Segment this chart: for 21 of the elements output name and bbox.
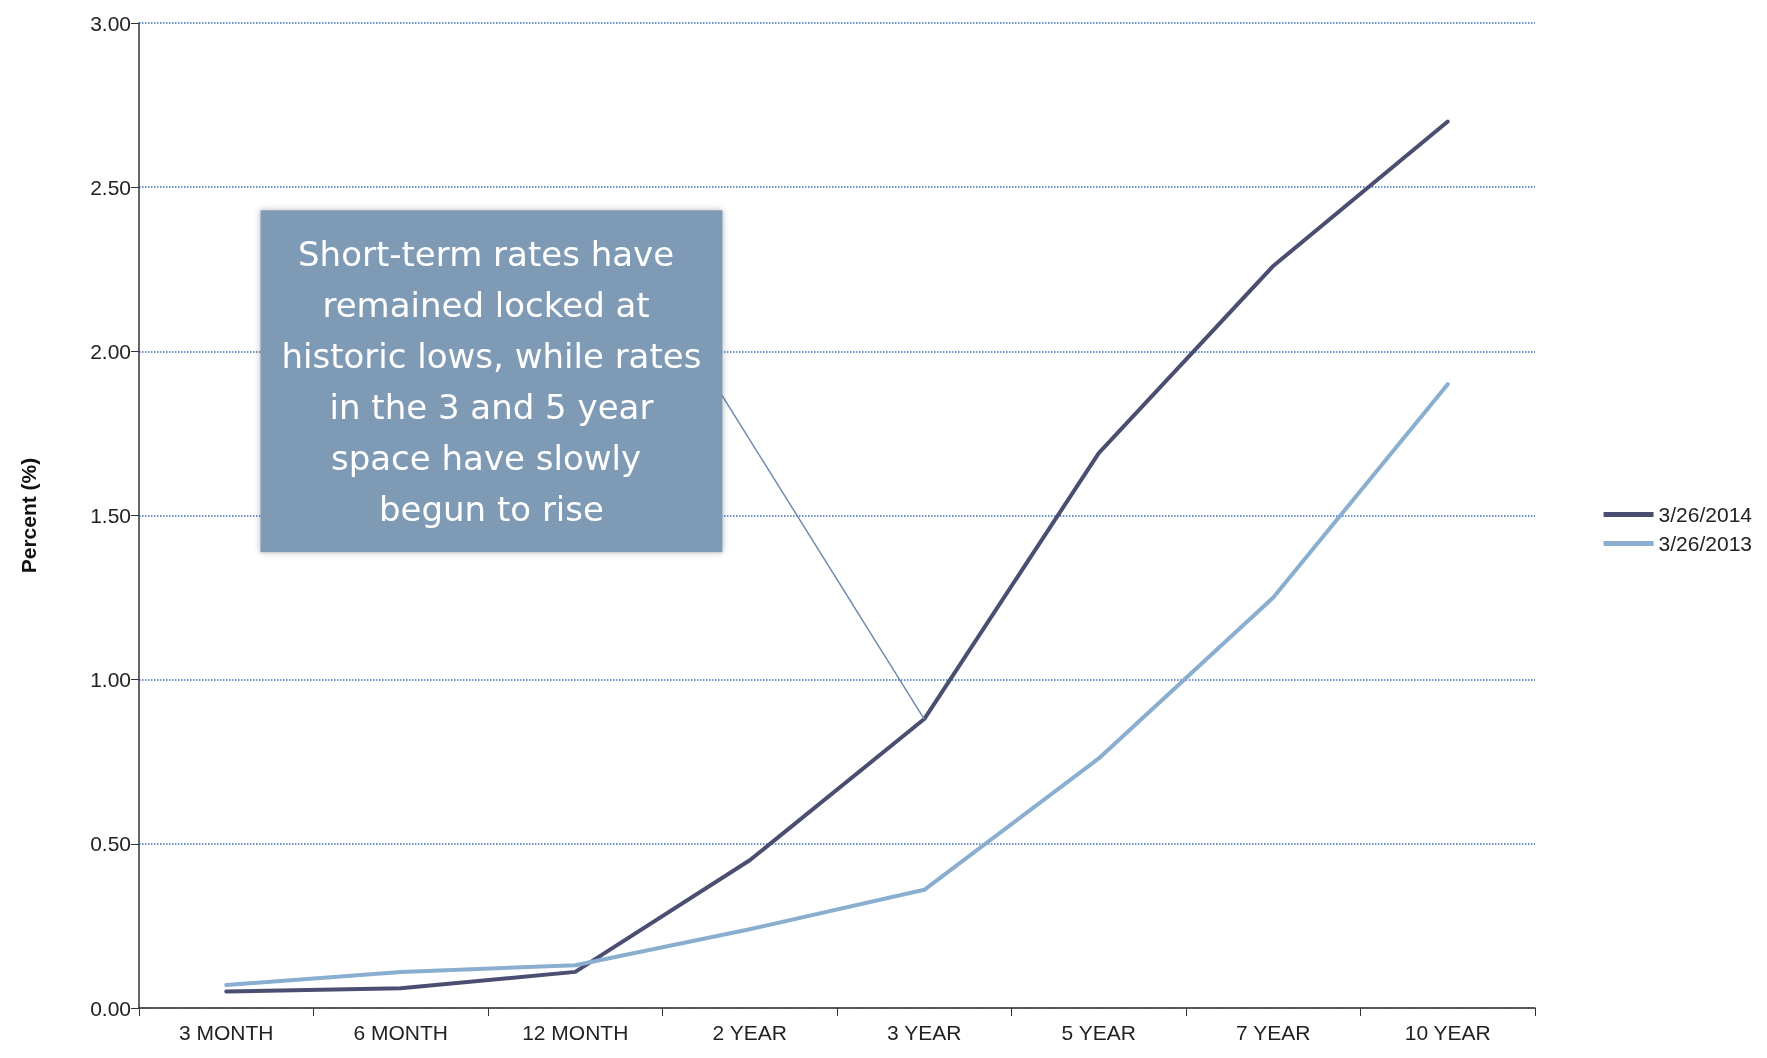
y-tick-label: 1.50 [90,504,131,527]
y-tick-label: 1.00 [90,668,131,692]
legend-label: 3/26/2013 [1658,532,1753,555]
y-tick-label: 0.50 [90,832,131,856]
y-tick-label: 0.00 [90,996,131,1020]
y-tick-label: 2.00 [90,339,131,363]
x-tick-label: 12 MONTH [522,1021,629,1044]
y-tick-label: 2.50 [90,175,131,199]
y-tick-label: 3.00 [90,11,131,35]
x-tick-label: 10 YEAR [1404,1021,1491,1044]
x-tick-label: 6 MONTH [353,1021,448,1044]
x-tick-label: 2 YEAR [712,1021,787,1044]
line-series [224,382,1450,988]
legend-label: 3/26/2014 [1658,503,1753,526]
x-tick-label: 5 YEAR [1061,1021,1136,1044]
x-tick-label: 3 YEAR [887,1021,962,1044]
x-tick-label: 3 MONTH [179,1021,274,1044]
annotation: Short-term rates have remained locked at historic lows, while rates in the 3 and 5 year space have slowly begun to rise [281,233,702,529]
line-series [224,119,1450,994]
y-axis-title: Percent (%) [17,457,40,574]
x-tick-label: 7 YEAR [1236,1021,1311,1044]
